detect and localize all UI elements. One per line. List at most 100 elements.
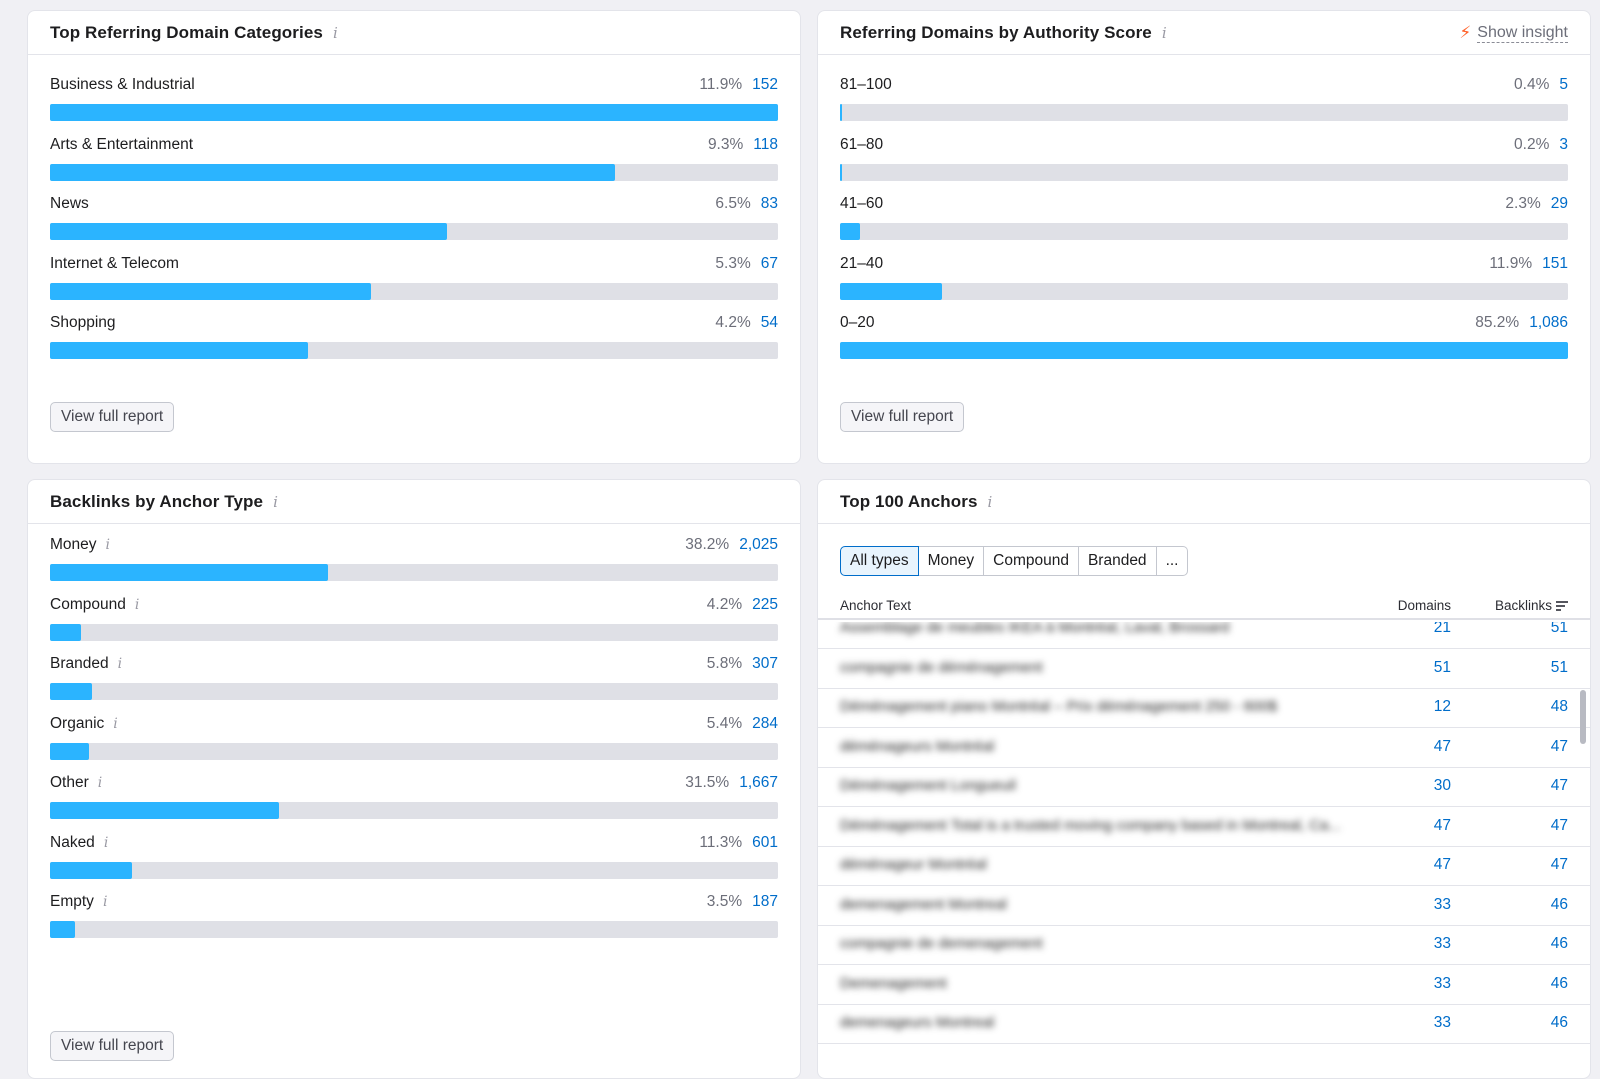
row-values: 9.3% 118	[708, 136, 778, 154]
filter-all-types[interactable]: All types	[840, 546, 919, 576]
info-icon[interactable]: i	[113, 715, 118, 732]
anchor-text: Demenagement	[840, 974, 947, 992]
count-link[interactable]: 29	[1550, 195, 1568, 212]
count-link[interactable]: 152	[752, 76, 778, 93]
percent-value: 3.5%	[706, 893, 743, 910]
row-label-text: 41–60	[840, 195, 884, 212]
info-icon[interactable]: i	[134, 596, 140, 613]
count-link[interactable]: 67	[760, 254, 778, 272]
bar-row: Compound i 4.2% 225	[50, 596, 778, 646]
backlinks-link[interactable]: 47	[1550, 777, 1568, 794]
anchor-text: Déménagement piano Montréal – Prix démén…	[840, 698, 1277, 715]
percent-value: 0.4%	[1514, 76, 1550, 93]
count-link[interactable]: 187	[752, 893, 778, 910]
count-link[interactable]: 54	[760, 314, 778, 331]
bar-fill	[50, 861, 133, 879]
view-full-report-button[interactable]: View full report	[50, 402, 175, 432]
anchor-text: Déménagement Total is a trusted moving c…	[840, 816, 1341, 834]
view-full-report-button[interactable]: View full report	[50, 1031, 175, 1061]
bar-fill	[840, 223, 860, 240]
filter-branded[interactable]: Branded	[1078, 546, 1157, 576]
card-title: Referring Domains by Authority Score	[840, 22, 1152, 42]
anchor-text: déménageur Montréal	[840, 856, 987, 873]
backlinks-link[interactable]: 47	[1550, 856, 1568, 873]
row-values: 85.2% 1,086	[1475, 314, 1568, 332]
bar-track	[50, 223, 778, 240]
count-link[interactable]: 118	[753, 135, 778, 153]
row-label: 61–80	[840, 136, 883, 154]
backlinks-link[interactable]: 46	[1550, 935, 1568, 952]
count-link[interactable]: 83	[760, 195, 778, 212]
count-link[interactable]: 284	[752, 714, 778, 732]
domains-link[interactable]: 30	[1433, 777, 1451, 794]
row-values: 2.3% 29	[1505, 195, 1568, 213]
bar-track	[50, 683, 778, 700]
count-link[interactable]: 307	[752, 655, 778, 672]
row-label-text: Other	[50, 774, 89, 791]
row-label: 81–100	[840, 76, 892, 94]
bar-row: Internet & Telecom 5.3% 67	[50, 255, 778, 305]
percent-value: 5.3%	[715, 254, 751, 272]
table-scrollbar[interactable]	[1580, 690, 1586, 744]
row-values: 5.3% 67	[715, 255, 778, 273]
info-icon[interactable]: i	[105, 537, 111, 553]
backlinks-link[interactable]: 48	[1550, 698, 1568, 715]
row-label: Shopping	[50, 314, 116, 332]
count-link[interactable]: 1,086	[1529, 314, 1568, 331]
bar-track	[840, 282, 1568, 300]
card-header: Top Referring Domain Categories i	[28, 11, 800, 55]
filter-more[interactable]: ...	[1156, 546, 1189, 576]
info-icon[interactable]: i	[97, 775, 103, 791]
show-insight-link[interactable]: ⚡︎ Show insight	[1459, 23, 1568, 43]
domains-link[interactable]: 33	[1433, 895, 1451, 913]
backlinks-link[interactable]: 51	[1550, 658, 1568, 676]
count-link[interactable]: 2,025	[739, 536, 778, 553]
info-icon[interactable]: i	[103, 834, 109, 851]
count-link[interactable]: 151	[1542, 254, 1568, 272]
domains-link[interactable]: 33	[1433, 935, 1451, 952]
bar-row: Other i 31.5% 1,667	[50, 774, 778, 824]
domains-link[interactable]: 12	[1433, 698, 1451, 715]
domains-link[interactable]: 33	[1433, 974, 1451, 992]
info-icon[interactable]: i	[273, 492, 278, 511]
view-full-report-button[interactable]: View full report	[840, 402, 965, 432]
column-header-backlinks[interactable]: Backlinks	[1494, 598, 1552, 613]
anchor-type-filter: All types Money Compound Branded...	[840, 546, 1189, 576]
count-link[interactable]: 5	[1559, 76, 1568, 93]
backlinks-link[interactable]: 46	[1550, 895, 1568, 913]
backlinks-link[interactable]: 46	[1550, 1014, 1568, 1031]
backlinks-link[interactable]: 47	[1550, 816, 1568, 834]
domains-link[interactable]: 51	[1433, 658, 1451, 676]
domains-link[interactable]: 47	[1433, 816, 1451, 834]
filter-money[interactable]: Money	[918, 546, 985, 576]
info-icon[interactable]: i	[117, 656, 123, 672]
sort-descending-icon[interactable]	[1556, 601, 1568, 613]
info-icon[interactable]: i	[1161, 23, 1167, 42]
domains-link[interactable]: 47	[1433, 856, 1451, 873]
count-link[interactable]: 225	[752, 595, 778, 613]
backlinks-link[interactable]: 46	[1550, 974, 1568, 992]
domains-link[interactable]: 47	[1433, 737, 1451, 755]
column-header-anchor-text[interactable]: Anchor Text	[840, 598, 912, 613]
filter-compound[interactable]: Compound	[984, 546, 1079, 576]
bar-row: News 6.5% 83	[50, 195, 778, 245]
info-icon[interactable]: i	[102, 894, 108, 910]
domains-link[interactable]: 21	[1433, 622, 1451, 636]
row-values: 0.2% 3	[1514, 136, 1568, 154]
row-label-text: Internet & Telecom	[50, 254, 179, 272]
row-label: Other i	[50, 774, 102, 792]
bar-fill	[50, 282, 372, 300]
count-link[interactable]: 1,667	[739, 774, 778, 791]
backlinks-link[interactable]: 51	[1550, 622, 1568, 636]
count-link[interactable]: 3	[1559, 135, 1568, 153]
row-label: News	[50, 195, 89, 213]
count-link[interactable]: 601	[752, 833, 778, 851]
table-row: Déménagement piano Montréal – Prix démén…	[818, 688, 1590, 728]
row-label-text: Shopping	[50, 314, 116, 331]
bar-fill	[50, 564, 329, 581]
domains-link[interactable]: 33	[1433, 1014, 1451, 1031]
info-icon[interactable]: i	[987, 492, 993, 511]
info-icon[interactable]: i	[332, 23, 338, 42]
backlinks-link[interactable]: 47	[1550, 737, 1568, 755]
column-header-domains[interactable]: Domains	[1397, 598, 1451, 613]
